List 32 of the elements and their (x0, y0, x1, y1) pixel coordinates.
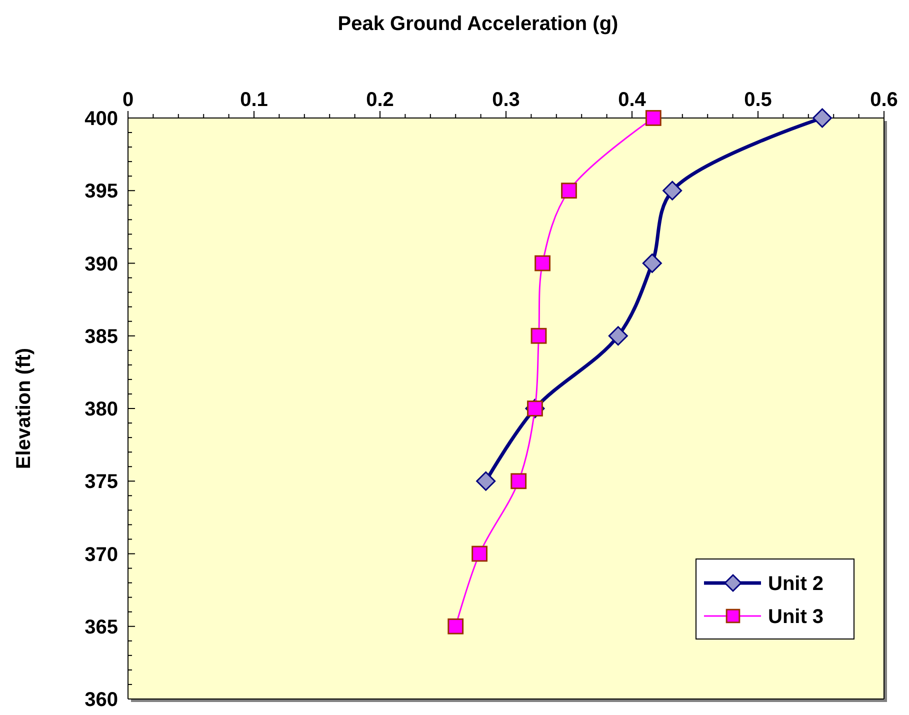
y-tick-label: 360 (84, 689, 118, 711)
legend-label: Unit 2 (768, 573, 824, 595)
y-tick-label: 365 (84, 616, 118, 638)
x-tick-label: 0.5 (744, 89, 772, 111)
y-tick-label: 375 (84, 471, 118, 494)
x-tick-label: 0.3 (492, 89, 520, 111)
legend-label: Unit 3 (768, 606, 824, 628)
y-tick-label: 385 (84, 326, 118, 348)
point (448, 618, 464, 634)
point (530, 328, 547, 344)
x-tick-label: 0.2 (366, 89, 394, 111)
x-tick-label: 0.6 (870, 89, 898, 111)
point (472, 546, 488, 562)
y-tick-label: 400 (84, 108, 118, 130)
y-tick-label: 380 (84, 398, 118, 420)
point (608, 326, 628, 346)
point (561, 182, 577, 199)
point (662, 180, 682, 200)
point (642, 254, 662, 273)
x-tick-label: 0 (122, 89, 134, 111)
x-axis-title: Peak Ground Acceleration (g) (338, 13, 618, 35)
y-tick-label: 390 (84, 253, 118, 276)
y-tick-label: 395 (84, 180, 118, 203)
point (812, 108, 832, 128)
x-tick-label: 0.4 (618, 89, 647, 111)
y-tick-label: 370 (84, 544, 118, 566)
point (476, 471, 496, 491)
point (510, 473, 527, 490)
point (534, 255, 550, 272)
x-tick-label: 0.1 (240, 89, 268, 111)
y-axis-title: Elevation (ft) (13, 348, 35, 470)
point (645, 110, 662, 126)
